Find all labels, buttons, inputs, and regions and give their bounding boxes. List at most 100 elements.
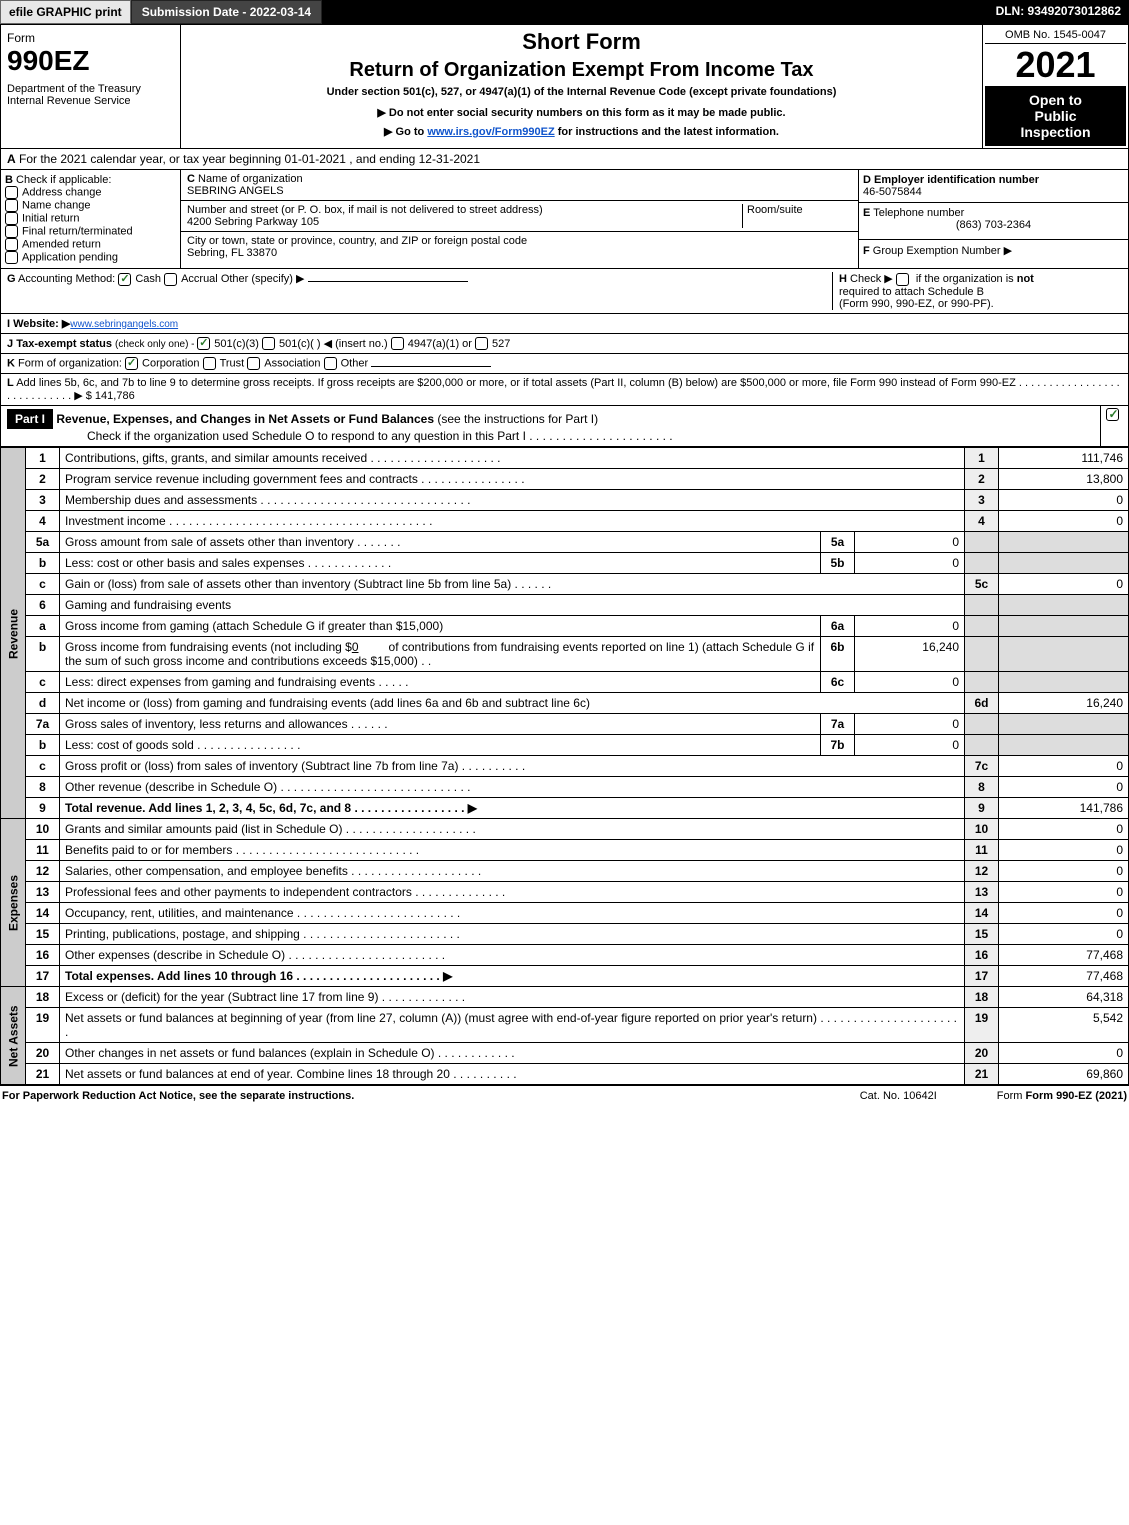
b-opt-5: Application pending bbox=[22, 251, 118, 263]
chk-accrual[interactable] bbox=[164, 273, 177, 286]
f-arrow: ▶ bbox=[1004, 245, 1012, 257]
org-address: 4200 Sebring Parkway 105 bbox=[187, 216, 319, 228]
l5c-k: 5c bbox=[965, 574, 999, 595]
line-4: 4Investment income . . . . . . . . . . .… bbox=[1, 511, 1129, 532]
page-footer: For Paperwork Reduction Act Notice, see … bbox=[0, 1085, 1129, 1106]
row-gh: G Accounting Method: Cash Accrual Other … bbox=[0, 269, 1129, 314]
chk-final-return[interactable] bbox=[5, 225, 18, 238]
chk-4947[interactable] bbox=[391, 337, 404, 350]
goto-link[interactable]: www.irs.gov/Form990EZ bbox=[427, 126, 554, 138]
chk-schedule-o[interactable] bbox=[1106, 408, 1119, 421]
c-name-block: C Name of organization SEBRING ANGELS bbox=[181, 170, 858, 201]
l14-v: 0 bbox=[999, 903, 1129, 924]
a-text: For the 2021 calendar year, or tax year … bbox=[19, 152, 480, 166]
l9-t: Total revenue. Add lines 1, 2, 3, 4, 5c,… bbox=[60, 798, 965, 819]
public-inspection: Open to Public Inspection bbox=[985, 86, 1126, 146]
l16-k: 16 bbox=[965, 945, 999, 966]
label-f: F bbox=[863, 245, 870, 257]
line-5b: bLess: cost or other basis and sales exp… bbox=[1, 553, 1129, 574]
chk-501c3[interactable] bbox=[197, 337, 210, 350]
label-b: B bbox=[5, 174, 13, 186]
e-lbl: Telephone number bbox=[873, 207, 964, 219]
l12-v: 0 bbox=[999, 861, 1129, 882]
l12-n: 12 bbox=[26, 861, 60, 882]
l7c-k: 7c bbox=[965, 756, 999, 777]
l17-v: 77,468 bbox=[999, 966, 1129, 987]
short-form-title: Short Form bbox=[185, 29, 978, 55]
chk-name-change[interactable] bbox=[5, 199, 18, 212]
label-c: C bbox=[187, 173, 195, 185]
l19-v: 5,542 bbox=[999, 1008, 1129, 1043]
form-header: Form 990EZ Department of the Treasury In… bbox=[0, 24, 1129, 149]
l7a-t: Gross sales of inventory, less returns a… bbox=[60, 714, 821, 735]
l5a-t: Gross amount from sale of assets other t… bbox=[60, 532, 821, 553]
g-text: Accounting Method: bbox=[18, 273, 115, 285]
org-city: Sebring, FL 33870 bbox=[187, 247, 277, 259]
l3-t: Membership dues and assessments . . . . … bbox=[60, 490, 965, 511]
part1-inst: (see the instructions for Part I) bbox=[437, 412, 598, 426]
chk-527[interactable] bbox=[475, 337, 488, 350]
b-opt-3: Final return/terminated bbox=[22, 225, 133, 237]
l19-n: 19 bbox=[26, 1008, 60, 1043]
chk-cash[interactable] bbox=[118, 273, 131, 286]
l1-k: 1 bbox=[965, 448, 999, 469]
l11-n: 11 bbox=[26, 840, 60, 861]
l12-t: Salaries, other compensation, and employ… bbox=[60, 861, 965, 882]
website-link[interactable]: www.sebringangels.com bbox=[70, 319, 178, 330]
line-10: Expenses 10Grants and similar amounts pa… bbox=[1, 819, 1129, 840]
l5b-sv: 0 bbox=[855, 553, 965, 574]
label-d: D bbox=[863, 174, 871, 186]
label-j: J bbox=[7, 338, 13, 350]
l21-t: Net assets or fund balances at end of ye… bbox=[60, 1064, 965, 1085]
l6d-n: d bbox=[26, 693, 60, 714]
chk-address-change[interactable] bbox=[5, 186, 18, 199]
l10-v: 0 bbox=[999, 819, 1129, 840]
l1-n: 1 bbox=[26, 448, 60, 469]
l18-k: 18 bbox=[965, 987, 999, 1008]
chk-amended[interactable] bbox=[5, 238, 18, 251]
l14-t: Occupancy, rent, utilities, and maintena… bbox=[60, 903, 965, 924]
l7a-grey bbox=[965, 714, 999, 735]
h-t3: required to attach Schedule B bbox=[839, 286, 984, 298]
row-j: J Tax-exempt status (check only one) - 5… bbox=[0, 334, 1129, 355]
l7c-n: c bbox=[26, 756, 60, 777]
f-lbl: Group Exemption Number bbox=[873, 245, 1001, 257]
chk-other-org[interactable] bbox=[324, 357, 337, 370]
chk-trust[interactable] bbox=[203, 357, 216, 370]
form-word: Form bbox=[7, 31, 174, 45]
l6d-t: Net income or (loss) from gaming and fun… bbox=[60, 693, 965, 714]
goto-row: ▶ Go to www.irs.gov/Form990EZ for instru… bbox=[185, 125, 978, 138]
row-i: I Website: ▶www.sebringangels.com bbox=[0, 314, 1129, 334]
chk-initial-return[interactable] bbox=[5, 212, 18, 225]
vert-net-assets: Net Assets bbox=[1, 987, 26, 1085]
chk-app-pending[interactable] bbox=[5, 251, 18, 264]
l10-t: Grants and similar amounts paid (list in… bbox=[60, 819, 965, 840]
l2-n: 2 bbox=[26, 469, 60, 490]
part1-label: Part I bbox=[7, 409, 53, 429]
efile-print-button[interactable]: efile GRAPHIC print bbox=[0, 0, 131, 24]
h-t4: (Form 990, 990-EZ, or 990-PF). bbox=[839, 298, 994, 310]
chk-assoc[interactable] bbox=[247, 357, 260, 370]
l10-n: 10 bbox=[26, 819, 60, 840]
g-accrual: Accrual bbox=[181, 273, 218, 285]
l15-k: 15 bbox=[965, 924, 999, 945]
line-1: Revenue 1 Contributions, gifts, grants, … bbox=[1, 448, 1129, 469]
l2-k: 2 bbox=[965, 469, 999, 490]
chk-501c[interactable] bbox=[262, 337, 275, 350]
l16-t: Other expenses (describe in Schedule O) … bbox=[60, 945, 965, 966]
j-ins: ◀ (insert no.) bbox=[324, 338, 388, 350]
chk-h[interactable] bbox=[896, 273, 909, 286]
top-bar: efile GRAPHIC print Submission Date - 20… bbox=[0, 0, 1129, 24]
chk-corp[interactable] bbox=[125, 357, 138, 370]
telephone: (863) 703-2364 bbox=[863, 219, 1124, 231]
goto-pre: ▶ Go to bbox=[384, 126, 427, 138]
l20-k: 20 bbox=[965, 1043, 999, 1064]
line-12: 12Salaries, other compensation, and empl… bbox=[1, 861, 1129, 882]
l5a-grey2 bbox=[999, 532, 1129, 553]
l11-v: 0 bbox=[999, 840, 1129, 861]
l6a-grey2 bbox=[999, 616, 1129, 637]
d-lbl: Employer identification number bbox=[874, 174, 1039, 186]
ssn-warning: ▶ Do not enter social security numbers o… bbox=[185, 106, 978, 119]
label-e: E bbox=[863, 207, 870, 219]
l5b-n: b bbox=[26, 553, 60, 574]
